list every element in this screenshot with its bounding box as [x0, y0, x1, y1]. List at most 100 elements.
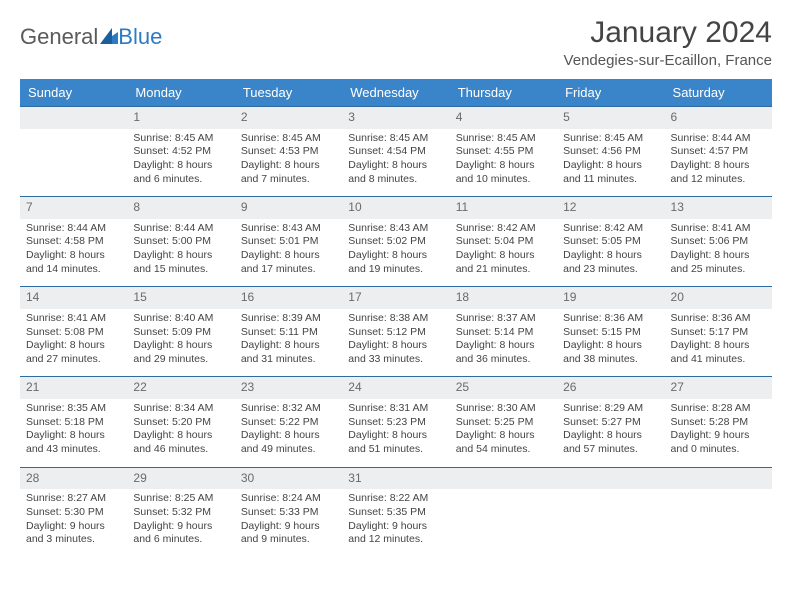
day-number-cell: 23 [235, 377, 342, 399]
day-body: Sunrise: 8:34 AMSunset: 5:20 PMDaylight:… [127, 399, 234, 467]
weekday-header: Monday [127, 79, 234, 107]
sunset-line: Sunset: 5:06 PM [671, 235, 766, 249]
day-number-cell: 12 [557, 197, 664, 219]
weekday-header: Saturday [665, 79, 772, 107]
empty-cell [557, 489, 664, 557]
daylight-line: Daylight: 8 hours [456, 429, 551, 443]
day-body: Sunrise: 8:25 AMSunset: 5:32 PMDaylight:… [127, 489, 234, 557]
day-body-cell: Sunrise: 8:44 AMSunset: 4:57 PMDaylight:… [665, 129, 772, 197]
day-number: 1 [127, 107, 234, 129]
daylight-line: and 33 minutes. [348, 353, 443, 367]
empty-cell [450, 467, 557, 489]
day-number-cell: 19 [557, 287, 664, 309]
day-body: Sunrise: 8:45 AMSunset: 4:53 PMDaylight:… [235, 129, 342, 197]
week-number-row: 28293031 [20, 467, 772, 489]
daylight-line: and 10 minutes. [456, 173, 551, 187]
weekday-header: Wednesday [342, 79, 449, 107]
week-number-row: 14151617181920 [20, 287, 772, 309]
sunset-line: Sunset: 5:30 PM [26, 506, 121, 520]
logo-text-1: General [20, 24, 98, 50]
day-number-cell: 17 [342, 287, 449, 309]
day-body: Sunrise: 8:45 AMSunset: 4:55 PMDaylight:… [450, 129, 557, 197]
daylight-line: and 21 minutes. [456, 263, 551, 277]
day-body-cell: Sunrise: 8:41 AMSunset: 5:06 PMDaylight:… [665, 219, 772, 287]
day-number: 19 [557, 287, 664, 309]
day-number-cell: 29 [127, 467, 234, 489]
day-number: 16 [235, 287, 342, 309]
daylight-line: Daylight: 8 hours [671, 159, 766, 173]
day-body-cell: Sunrise: 8:35 AMSunset: 5:18 PMDaylight:… [20, 399, 127, 467]
day-number: 29 [127, 468, 234, 490]
daylight-line: Daylight: 8 hours [348, 249, 443, 263]
sunset-line: Sunset: 5:18 PM [26, 416, 121, 430]
day-number: 3 [342, 107, 449, 129]
daylight-line: Daylight: 8 hours [26, 249, 121, 263]
daylight-line: Daylight: 8 hours [671, 249, 766, 263]
sunrise-line: Sunrise: 8:27 AM [26, 492, 121, 506]
day-body: Sunrise: 8:44 AMSunset: 4:57 PMDaylight:… [665, 129, 772, 197]
daylight-line: and 15 minutes. [133, 263, 228, 277]
daylight-line: and 12 minutes. [348, 533, 443, 547]
day-number-cell: 31 [342, 467, 449, 489]
day-body-cell: Sunrise: 8:28 AMSunset: 5:28 PMDaylight:… [665, 399, 772, 467]
empty-cell [665, 489, 772, 557]
sunrise-line: Sunrise: 8:40 AM [133, 312, 228, 326]
day-body: Sunrise: 8:31 AMSunset: 5:23 PMDaylight:… [342, 399, 449, 467]
daylight-line: Daylight: 8 hours [456, 339, 551, 353]
day-number-cell: 22 [127, 377, 234, 399]
day-body-cell: Sunrise: 8:43 AMSunset: 5:01 PMDaylight:… [235, 219, 342, 287]
sunset-line: Sunset: 5:00 PM [133, 235, 228, 249]
week-number-row: 123456 [20, 107, 772, 129]
day-number-cell: 30 [235, 467, 342, 489]
daylight-line: Daylight: 8 hours [348, 429, 443, 443]
weekday-header-row: Sunday Monday Tuesday Wednesday Thursday… [20, 79, 772, 107]
day-body: Sunrise: 8:45 AMSunset: 4:54 PMDaylight:… [342, 129, 449, 197]
day-number: 31 [342, 468, 449, 490]
day-body-cell: Sunrise: 8:27 AMSunset: 5:30 PMDaylight:… [20, 489, 127, 557]
sunrise-line: Sunrise: 8:45 AM [133, 132, 228, 146]
daylight-line: and 27 minutes. [26, 353, 121, 367]
sunset-line: Sunset: 4:54 PM [348, 145, 443, 159]
daylight-line: Daylight: 8 hours [671, 339, 766, 353]
sunrise-line: Sunrise: 8:31 AM [348, 402, 443, 416]
daylight-line: Daylight: 8 hours [563, 429, 658, 443]
day-body: Sunrise: 8:44 AMSunset: 5:00 PMDaylight:… [127, 219, 234, 287]
daylight-line: and 29 minutes. [133, 353, 228, 367]
day-number: 24 [342, 377, 449, 399]
sunrise-line: Sunrise: 8:28 AM [671, 402, 766, 416]
logo-text-2: Blue [118, 24, 162, 50]
day-number-cell: 27 [665, 377, 772, 399]
sunrise-line: Sunrise: 8:41 AM [671, 222, 766, 236]
daylight-line: Daylight: 8 hours [348, 159, 443, 173]
daylight-line: Daylight: 8 hours [241, 249, 336, 263]
day-body-cell: Sunrise: 8:29 AMSunset: 5:27 PMDaylight:… [557, 399, 664, 467]
sunrise-line: Sunrise: 8:44 AM [671, 132, 766, 146]
week-body-row: Sunrise: 8:45 AMSunset: 4:52 PMDaylight:… [20, 129, 772, 197]
day-number: 22 [127, 377, 234, 399]
day-body: Sunrise: 8:45 AMSunset: 4:56 PMDaylight:… [557, 129, 664, 197]
sunset-line: Sunset: 5:04 PM [456, 235, 551, 249]
day-body: Sunrise: 8:43 AMSunset: 5:02 PMDaylight:… [342, 219, 449, 287]
day-number: 23 [235, 377, 342, 399]
day-number-cell: 21 [20, 377, 127, 399]
daylight-line: and 6 minutes. [133, 533, 228, 547]
daylight-line: and 7 minutes. [241, 173, 336, 187]
day-number-cell: 25 [450, 377, 557, 399]
sunrise-line: Sunrise: 8:45 AM [348, 132, 443, 146]
day-body-cell: Sunrise: 8:39 AMSunset: 5:11 PMDaylight:… [235, 309, 342, 377]
daylight-line: Daylight: 8 hours [133, 159, 228, 173]
day-body-cell: Sunrise: 8:45 AMSunset: 4:53 PMDaylight:… [235, 129, 342, 197]
daylight-line: and 31 minutes. [241, 353, 336, 367]
sunrise-line: Sunrise: 8:37 AM [456, 312, 551, 326]
day-body: Sunrise: 8:39 AMSunset: 5:11 PMDaylight:… [235, 309, 342, 377]
day-body: Sunrise: 8:42 AMSunset: 5:05 PMDaylight:… [557, 219, 664, 287]
daylight-line: Daylight: 8 hours [456, 159, 551, 173]
daylight-line: Daylight: 8 hours [563, 249, 658, 263]
daylight-line: Daylight: 8 hours [26, 339, 121, 353]
day-body: Sunrise: 8:28 AMSunset: 5:28 PMDaylight:… [665, 399, 772, 467]
day-number: 20 [665, 287, 772, 309]
day-number-cell: 18 [450, 287, 557, 309]
daylight-line: and 38 minutes. [563, 353, 658, 367]
day-body: Sunrise: 8:36 AMSunset: 5:17 PMDaylight:… [665, 309, 772, 377]
sunrise-line: Sunrise: 8:24 AM [241, 492, 336, 506]
